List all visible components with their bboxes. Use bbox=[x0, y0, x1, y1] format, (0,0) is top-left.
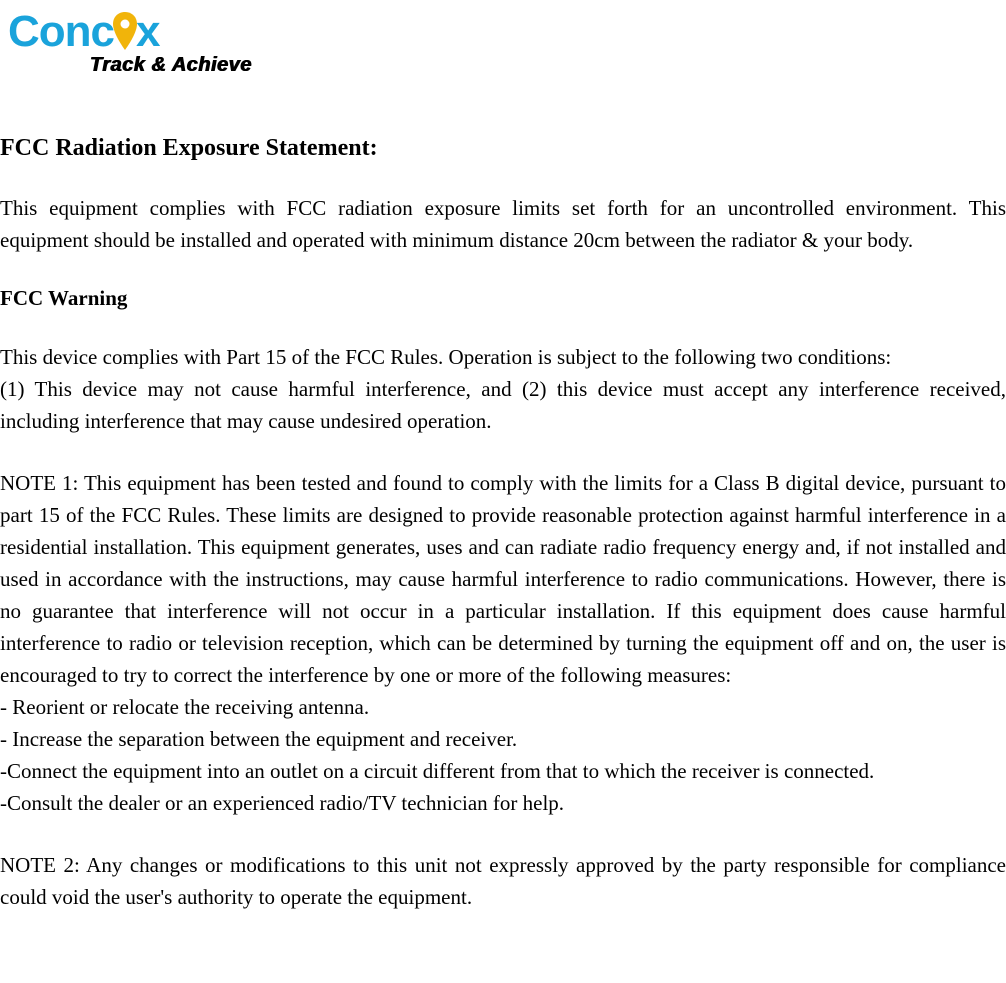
measures-list: - Reorient or relocate the receiving ant… bbox=[0, 691, 1006, 819]
brand-name: Conc x bbox=[8, 7, 159, 57]
paragraph-note1: NOTE 1: This equipment has been tested a… bbox=[0, 467, 1006, 691]
brand-right: x bbox=[136, 7, 159, 57]
paragraph-part15-intro: This device complies with Part 15 of the… bbox=[0, 341, 1006, 373]
paragraph-note2: NOTE 2: Any changes or modifications to … bbox=[0, 849, 1006, 913]
paragraph-part15-conditions: (1) This device may not cause harmful in… bbox=[0, 373, 1006, 437]
logo-main: Conc x bbox=[8, 4, 1006, 60]
measure-item-1: - Reorient or relocate the receiving ant… bbox=[0, 691, 1006, 723]
document-content: FCC Radiation Exposure Statement: This e… bbox=[0, 77, 1006, 913]
logo-tagline: Track & Achieve bbox=[90, 54, 1006, 77]
section-title-warning: FCC Warning bbox=[0, 286, 1006, 311]
measure-item-4: -Consult the dealer or an experienced ra… bbox=[0, 787, 1006, 819]
measure-item-2: - Increase the separation between the eq… bbox=[0, 723, 1006, 755]
map-pin-icon bbox=[112, 11, 138, 49]
measure-item-3: -Connect the equipment into an outlet on… bbox=[0, 755, 1006, 787]
paragraph-radiation: This equipment complies with FCC radiati… bbox=[0, 192, 1006, 256]
brand-left: Conc bbox=[8, 7, 114, 57]
section-title-radiation: FCC Radiation Exposure Statement: bbox=[0, 135, 1006, 162]
logo-block: Conc x Track & Achieve bbox=[0, 0, 1006, 77]
document-page: Conc x Track & Achieve FCC Radiation Exp… bbox=[0, 0, 1006, 913]
